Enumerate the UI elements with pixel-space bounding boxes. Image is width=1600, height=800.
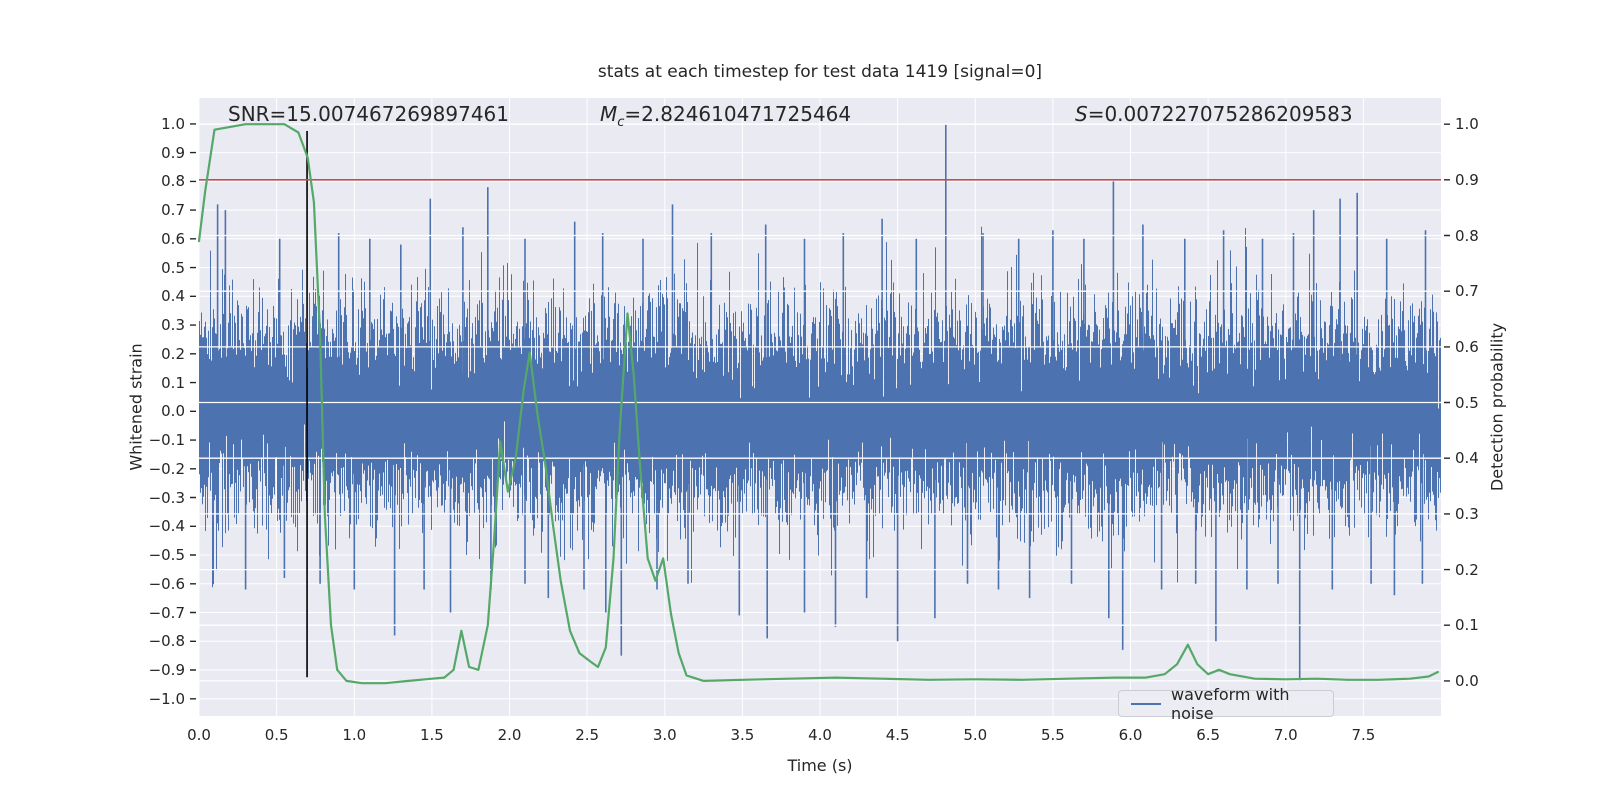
x-tick-label: 4.0 (808, 726, 832, 744)
y-left-tick-label: −1.0 (148, 689, 185, 708)
annotation-s-value: =0.007227075286209583 (1087, 102, 1353, 126)
legend-label: waveform with noise (1171, 684, 1290, 723)
x-tick-label: 7.0 (1273, 726, 1298, 744)
x-tick-label: 3.5 (730, 726, 755, 744)
x-tick-label: 7.5 (1351, 726, 1376, 744)
y-left-tick-label: −0.8 (148, 632, 185, 651)
y-right-tick-label: 0.9 (1455, 170, 1479, 189)
x-tick-label: 3.0 (652, 726, 677, 744)
annotation-mc-value: =2.824610471725464 (624, 102, 852, 126)
annotation-mc-symbol: M (600, 102, 618, 126)
y-left-tick-label: −0.3 (148, 488, 185, 507)
y-left-tick-label: 0.5 (161, 258, 185, 277)
y-right-tick-label: 0.1 (1455, 616, 1479, 635)
y-left-tick-label: 0.8 (161, 172, 185, 191)
x-tick-label: 0.5 (264, 726, 289, 744)
x-tick-label: 5.5 (1040, 726, 1065, 744)
y-left-tick-label: 0.3 (161, 316, 185, 335)
y-left-tick-label: 0.1 (161, 373, 185, 392)
y-right-tick-label: 0.7 (1455, 282, 1479, 301)
legend-line-sample-icon (1131, 702, 1161, 705)
y-right-tick-label: 1.0 (1455, 115, 1479, 134)
annotation-mc-subscript: c (617, 115, 625, 130)
y-axis-label-left: Whitened strain (126, 343, 146, 471)
annotation-snr-text: SNR=15.007467269897461 (228, 102, 509, 126)
noise-spikes (216, 123, 1427, 682)
axis-tick-marks (190, 123, 1450, 700)
x-tick-label: 1.5 (419, 726, 444, 744)
annotation-s-symbol: S (1075, 102, 1088, 126)
plot-area: SNR=15.007467269897461 Mc=2.824610471725… (190, 98, 1450, 723)
y-left-tick-label: 0.6 (161, 229, 185, 248)
y-left-tick-label: −0.5 (148, 546, 185, 565)
y-left-tick-label: −0.6 (148, 574, 185, 593)
x-tick-label: 2.5 (575, 726, 600, 744)
detection-probability-curve (197, 123, 1440, 685)
legend: waveform with noise (1118, 685, 1334, 723)
y-left-tick-label: −0.7 (148, 603, 185, 622)
y-left-tick-label: −0.1 (148, 431, 185, 450)
chart-plot (190, 98, 1450, 716)
y-right-tick-label: 0.2 (1455, 560, 1479, 579)
y-left-tick-label: 0.4 (161, 287, 185, 306)
y-left-tick-label: 0.9 (161, 143, 185, 162)
y-left-tick-label: −0.4 (148, 517, 185, 536)
x-axis-label: Time (s) (787, 756, 853, 775)
y-left-tick-label: −0.9 (148, 661, 185, 679)
x-tick-label: 5.0 (963, 726, 988, 744)
y-axis-label-right: Detection probability (1487, 322, 1507, 492)
x-tick-label: 6.5 (1196, 726, 1221, 744)
y-left-tick-label: 1.0 (161, 114, 185, 133)
y-right-tick-label: 0.6 (1455, 337, 1479, 356)
chart-title: stats at each timestep for test data 141… (597, 62, 1043, 82)
y-left-tick-label: 0.2 (161, 344, 185, 363)
annotation-s-stat: S=0.007227075286209583 (1075, 102, 1353, 126)
y-left-tick-label: 0.0 (161, 402, 185, 421)
noise-waveform (199, 226, 1441, 588)
y-right-tick-label: 0.8 (1455, 226, 1479, 245)
y-right-tick-label: 0.4 (1455, 449, 1479, 468)
annotation-chirp-mass: Mc=2.824610471725464 (600, 102, 851, 130)
y-right-tick-label: 0.5 (1455, 393, 1479, 412)
x-tick-label: 4.5 (885, 726, 910, 744)
y-right-tick-label: 0.3 (1455, 504, 1479, 523)
y-right-tick-label: 0.0 (1455, 671, 1479, 690)
y-left-tick-label: 0.7 (161, 201, 185, 220)
x-tick-label: 1.0 (342, 726, 367, 744)
annotation-snr: SNR=15.007467269897461 (228, 102, 509, 126)
x-tick-label: 0.0 (187, 726, 211, 744)
x-tick-label: 6.0 (1118, 726, 1143, 744)
x-tick-label: 2.0 (497, 726, 522, 744)
y-left-tick-label: −0.2 (148, 459, 185, 478)
